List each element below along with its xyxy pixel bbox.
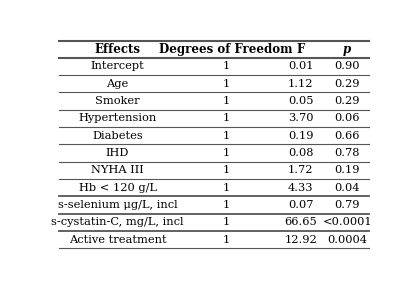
Text: 0.05: 0.05 (288, 96, 313, 106)
Text: 0.19: 0.19 (288, 131, 313, 141)
Text: 1: 1 (223, 148, 230, 158)
Text: 0.06: 0.06 (334, 113, 360, 123)
Text: 0.90: 0.90 (334, 61, 360, 71)
Text: 1: 1 (223, 96, 230, 106)
Text: p: p (343, 43, 351, 56)
Text: 0.79: 0.79 (334, 200, 360, 210)
Text: F: F (296, 43, 305, 56)
Text: Hb < 120 g/L: Hb < 120 g/L (78, 183, 156, 193)
Text: 1: 1 (223, 200, 230, 210)
Text: Smoker: Smoker (95, 96, 140, 106)
Text: 1: 1 (223, 131, 230, 141)
Text: 0.29: 0.29 (334, 79, 360, 89)
Text: 1: 1 (223, 183, 230, 193)
Text: 1: 1 (223, 79, 230, 89)
Text: 0.04: 0.04 (334, 183, 360, 193)
Text: Degrees of Freedom: Degrees of Freedom (159, 43, 293, 56)
Text: Hypertension: Hypertension (78, 113, 157, 123)
Text: 1: 1 (223, 235, 230, 245)
Text: Age: Age (106, 79, 129, 89)
Text: 0.29: 0.29 (334, 96, 360, 106)
Text: 0.01: 0.01 (288, 61, 313, 71)
Text: s-selenium μg/L, incl: s-selenium μg/L, incl (58, 200, 177, 210)
Text: <0.0001: <0.0001 (322, 217, 372, 227)
Text: Effects: Effects (95, 43, 141, 56)
Text: 1.72: 1.72 (288, 165, 313, 175)
Text: NYHA III: NYHA III (91, 165, 144, 175)
Text: 4.33: 4.33 (288, 183, 313, 193)
Text: 3.70: 3.70 (288, 113, 313, 123)
Text: 12.92: 12.92 (284, 235, 317, 245)
Text: 0.0004: 0.0004 (327, 235, 367, 245)
Text: 0.08: 0.08 (288, 148, 313, 158)
Text: 0.66: 0.66 (334, 131, 360, 141)
Text: 1: 1 (223, 61, 230, 71)
Text: 0.78: 0.78 (334, 148, 360, 158)
Text: IHD: IHD (106, 148, 129, 158)
Text: 1: 1 (223, 165, 230, 175)
Text: 0.07: 0.07 (288, 200, 313, 210)
Text: Intercept: Intercept (90, 61, 144, 71)
Text: Active treatment: Active treatment (69, 235, 166, 245)
Text: 66.65: 66.65 (284, 217, 317, 227)
Text: 0.19: 0.19 (334, 165, 360, 175)
Text: 1: 1 (223, 217, 230, 227)
Text: 1: 1 (223, 113, 230, 123)
Text: 1.12: 1.12 (288, 79, 313, 89)
Text: s-cystatin-C, mg/L, incl: s-cystatin-C, mg/L, incl (51, 217, 184, 227)
Text: Diabetes: Diabetes (92, 131, 143, 141)
